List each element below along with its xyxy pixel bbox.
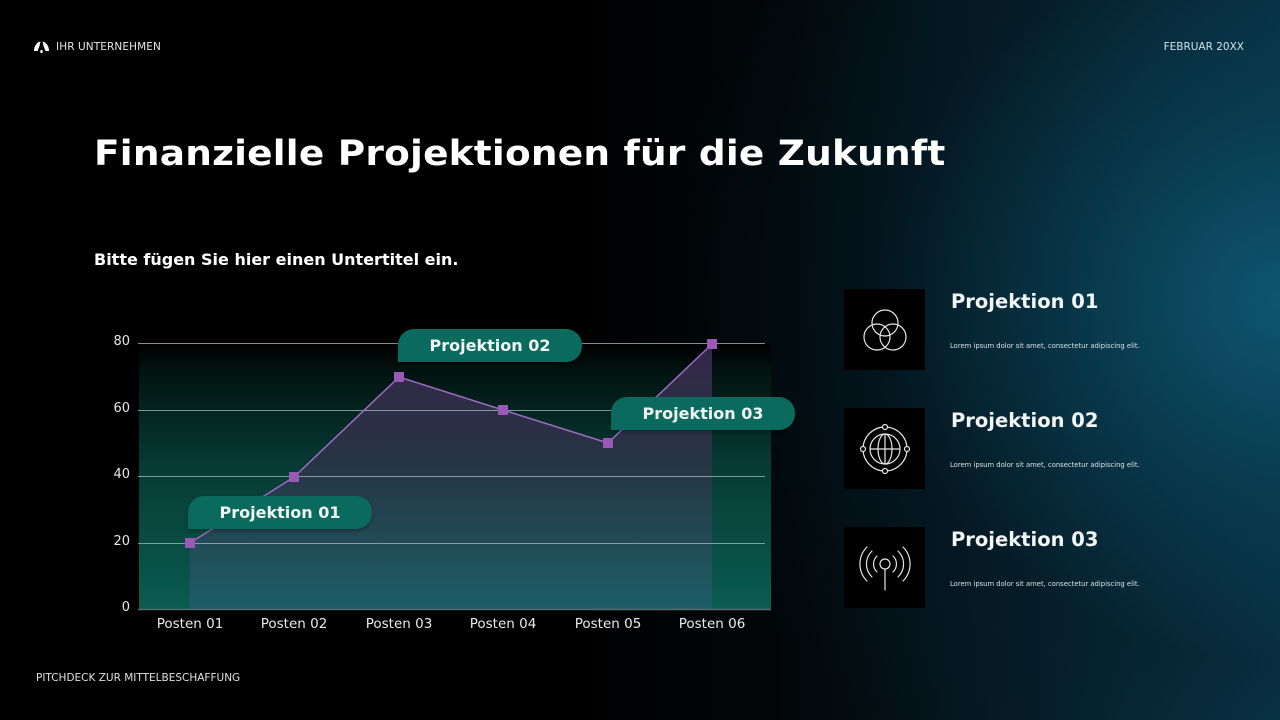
side-item-desc: Lorem ipsum dolor sit amet, consectetur … <box>950 580 1140 588</box>
y-tick: 60 <box>113 401 130 416</box>
chart-plot <box>138 339 771 611</box>
company-name: IHR UNTERNEHMEN <box>56 41 161 53</box>
side-item-desc: Lorem ipsum dolor sit amet, consectetur … <box>950 461 1140 469</box>
line-chart: 80 60 40 20 0 Posten 01 Posten 02 Posten… <box>113 329 795 632</box>
callout-projektion-01: Projektion 01 <box>188 496 372 529</box>
company-logo-icon <box>34 41 49 54</box>
side-item-projektion-02: Projektion 02 Lorem ipsum dolor sit amet… <box>844 408 1224 490</box>
date-label: FEBRUAR 20XX <box>1163 41 1244 53</box>
y-tick: 80 <box>113 334 130 349</box>
x-tick: Posten 01 <box>156 616 224 632</box>
footer-label: PITCHDECK ZUR MITTELBESCHAFFUNG <box>36 672 241 684</box>
x-tick: Posten 03 <box>365 616 433 632</box>
callout-projektion-02: Projektion 02 <box>398 329 582 362</box>
side-item-projektion-03: Projektion 03 Lorem ipsum dolor sit amet… <box>844 527 1224 609</box>
page-subtitle: Bitte fügen Sie hier einen Untertitel ei… <box>94 250 459 269</box>
globe-network-icon <box>844 408 925 489</box>
callout-projektion-03: Projektion 03 <box>611 397 795 430</box>
side-item-title: Projektion 02 <box>951 409 1099 432</box>
x-tick: Posten 05 <box>574 616 642 632</box>
side-item-desc: Lorem ipsum dolor sit amet, consectetur … <box>950 342 1140 350</box>
x-tick: Posten 06 <box>678 616 746 632</box>
venn-circles-icon <box>844 289 925 370</box>
side-item-projektion-01: Projektion 01 Lorem ipsum dolor sit amet… <box>844 289 1224 371</box>
data-markers <box>185 339 717 548</box>
side-item-title: Projektion 01 <box>951 290 1099 313</box>
x-tick: Posten 04 <box>469 616 537 632</box>
company-header: IHR UNTERNEHMEN <box>33 40 161 54</box>
y-tick: 20 <box>113 534 130 549</box>
y-tick: 40 <box>113 467 130 482</box>
side-item-title: Projektion 03 <box>951 528 1099 551</box>
x-tick: Posten 02 <box>260 616 328 632</box>
antenna-signal-icon <box>844 527 925 608</box>
page-title: Finanzielle Projektionen für die Zukunft <box>94 134 946 174</box>
y-tick: 0 <box>121 600 130 615</box>
